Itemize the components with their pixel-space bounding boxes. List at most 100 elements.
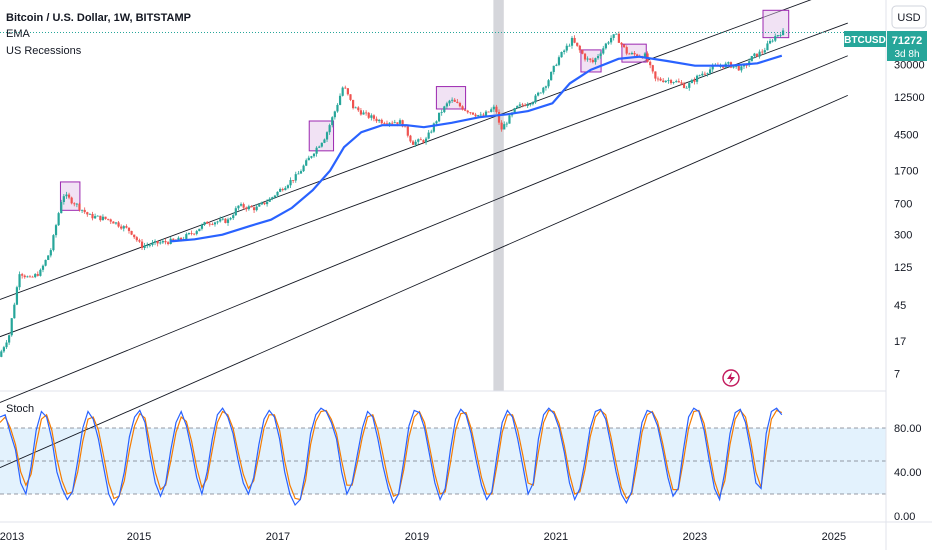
candle-body	[44, 259, 47, 266]
candle-body	[114, 222, 118, 224]
candle-body	[667, 80, 670, 81]
candle-body	[409, 135, 412, 142]
candle-body	[526, 104, 529, 106]
candle-body	[570, 37, 574, 46]
candle-body	[602, 48, 605, 54]
price-badge-bg	[887, 31, 927, 61]
price-tick-label: 700	[894, 198, 912, 210]
candle-body	[693, 80, 696, 82]
candle-body	[404, 126, 407, 128]
candle-body	[604, 43, 607, 49]
candle-body	[258, 204, 261, 207]
candle-body	[727, 62, 730, 64]
candle-body	[219, 219, 222, 222]
candle-body	[370, 115, 373, 118]
time-tick-label: 2025	[822, 531, 846, 543]
candle-body	[96, 215, 99, 217]
candle-body	[276, 191, 279, 196]
candle-body	[289, 180, 292, 186]
candle-body	[245, 207, 248, 210]
last-price-value: 71272	[892, 35, 923, 47]
candle-body	[453, 99, 456, 102]
candle-body	[688, 83, 691, 88]
indicator-ema-label[interactable]: EMA	[6, 28, 31, 40]
candle-body	[133, 234, 136, 238]
candle-body	[177, 237, 180, 241]
candle-body	[213, 222, 217, 225]
candle-body	[599, 53, 602, 57]
price-tick-label: 17	[894, 336, 906, 348]
candle-body	[609, 37, 613, 43]
candle-body	[518, 104, 521, 106]
highlight-boxes	[59, 9, 790, 211]
candle-body	[628, 53, 631, 55]
candle-body	[461, 106, 464, 110]
stoch-label[interactable]: Stoch	[6, 403, 34, 415]
candle-body	[396, 122, 399, 124]
candle-body	[435, 121, 438, 124]
candle-body	[10, 318, 13, 336]
time-tick-label: 2023	[683, 531, 707, 543]
candle-body	[122, 226, 125, 229]
candle-body	[208, 223, 211, 225]
candle-body	[331, 117, 334, 126]
candle-body	[471, 112, 475, 115]
candle-body	[701, 73, 704, 76]
stoch-tick-label: 80.00	[894, 423, 922, 435]
candle-body	[672, 82, 675, 83]
candle-body	[656, 78, 660, 80]
candle-body	[750, 55, 753, 62]
candle-body	[193, 233, 196, 235]
candle-body	[591, 59, 594, 63]
candle-body	[573, 37, 576, 43]
candle-body	[417, 139, 420, 142]
price-tick-label: 300	[894, 230, 912, 242]
candle-body	[344, 87, 347, 89]
candle-body	[523, 105, 527, 106]
candle-body	[187, 233, 191, 235]
stoch-axis-ticks: 80.00 40.00 0.00	[894, 423, 922, 523]
candle-body	[146, 245, 149, 247]
candle-body	[62, 196, 65, 203]
candle-body	[388, 122, 391, 125]
candle-body	[13, 304, 16, 319]
candle-body	[464, 109, 467, 111]
candle-body	[226, 219, 230, 223]
candle-body	[552, 65, 555, 72]
candle-body	[466, 110, 469, 113]
candle-body	[385, 123, 389, 125]
candle-body	[318, 146, 321, 148]
candle-body	[5, 342, 8, 348]
candle-body	[576, 42, 579, 46]
candle-body	[495, 106, 498, 112]
lightning-icon[interactable]	[722, 369, 740, 387]
stoch-tick-label: 0.00	[894, 511, 915, 523]
candle-body	[680, 82, 683, 84]
candle-body	[125, 226, 128, 228]
candle-body	[117, 222, 120, 227]
candle-body	[26, 276, 29, 278]
candle-body	[659, 78, 662, 81]
currency-button-label: USD	[897, 12, 920, 24]
candle-body	[140, 241, 144, 249]
indicator-recessions-label[interactable]: US Recessions	[6, 45, 82, 57]
candle-body	[375, 118, 378, 122]
candle-body	[263, 202, 266, 205]
candle-body	[630, 52, 634, 55]
candle-body	[531, 102, 535, 105]
candle-body	[391, 122, 394, 124]
candle-body	[39, 269, 42, 276]
price-tick-label: 125	[894, 262, 912, 274]
candle-body	[367, 112, 370, 118]
currency-button[interactable]: USD	[891, 5, 927, 29]
candle-body	[578, 45, 581, 51]
candle-body	[753, 53, 756, 56]
candle-body	[542, 87, 545, 93]
candle-body	[406, 126, 409, 136]
candle-body	[65, 194, 68, 197]
candle-body	[297, 173, 300, 175]
candle-body	[47, 255, 50, 260]
candle-body	[401, 120, 404, 127]
candle-body	[583, 53, 587, 60]
